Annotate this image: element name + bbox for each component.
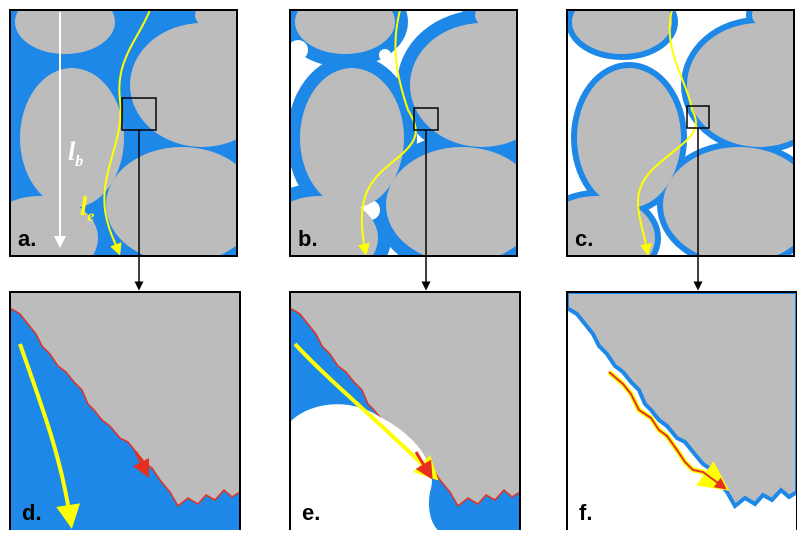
figure: lb le a. b. c. d. e. (0, 0, 797, 530)
panel-label: b. (298, 226, 318, 251)
panel-d: d. (10, 292, 240, 530)
panel-label: e. (302, 500, 320, 525)
panel-e: e. (290, 292, 520, 530)
panel-c: c. (539, 0, 797, 280)
panel-label: a. (18, 226, 36, 251)
panel-f: f. (567, 292, 797, 530)
panel-b: b. (262, 0, 555, 280)
panel-label: d. (22, 500, 42, 525)
panel-label: c. (575, 226, 593, 251)
panel-a: lb le a. (0, 0, 275, 280)
panel-label: f. (579, 500, 592, 525)
